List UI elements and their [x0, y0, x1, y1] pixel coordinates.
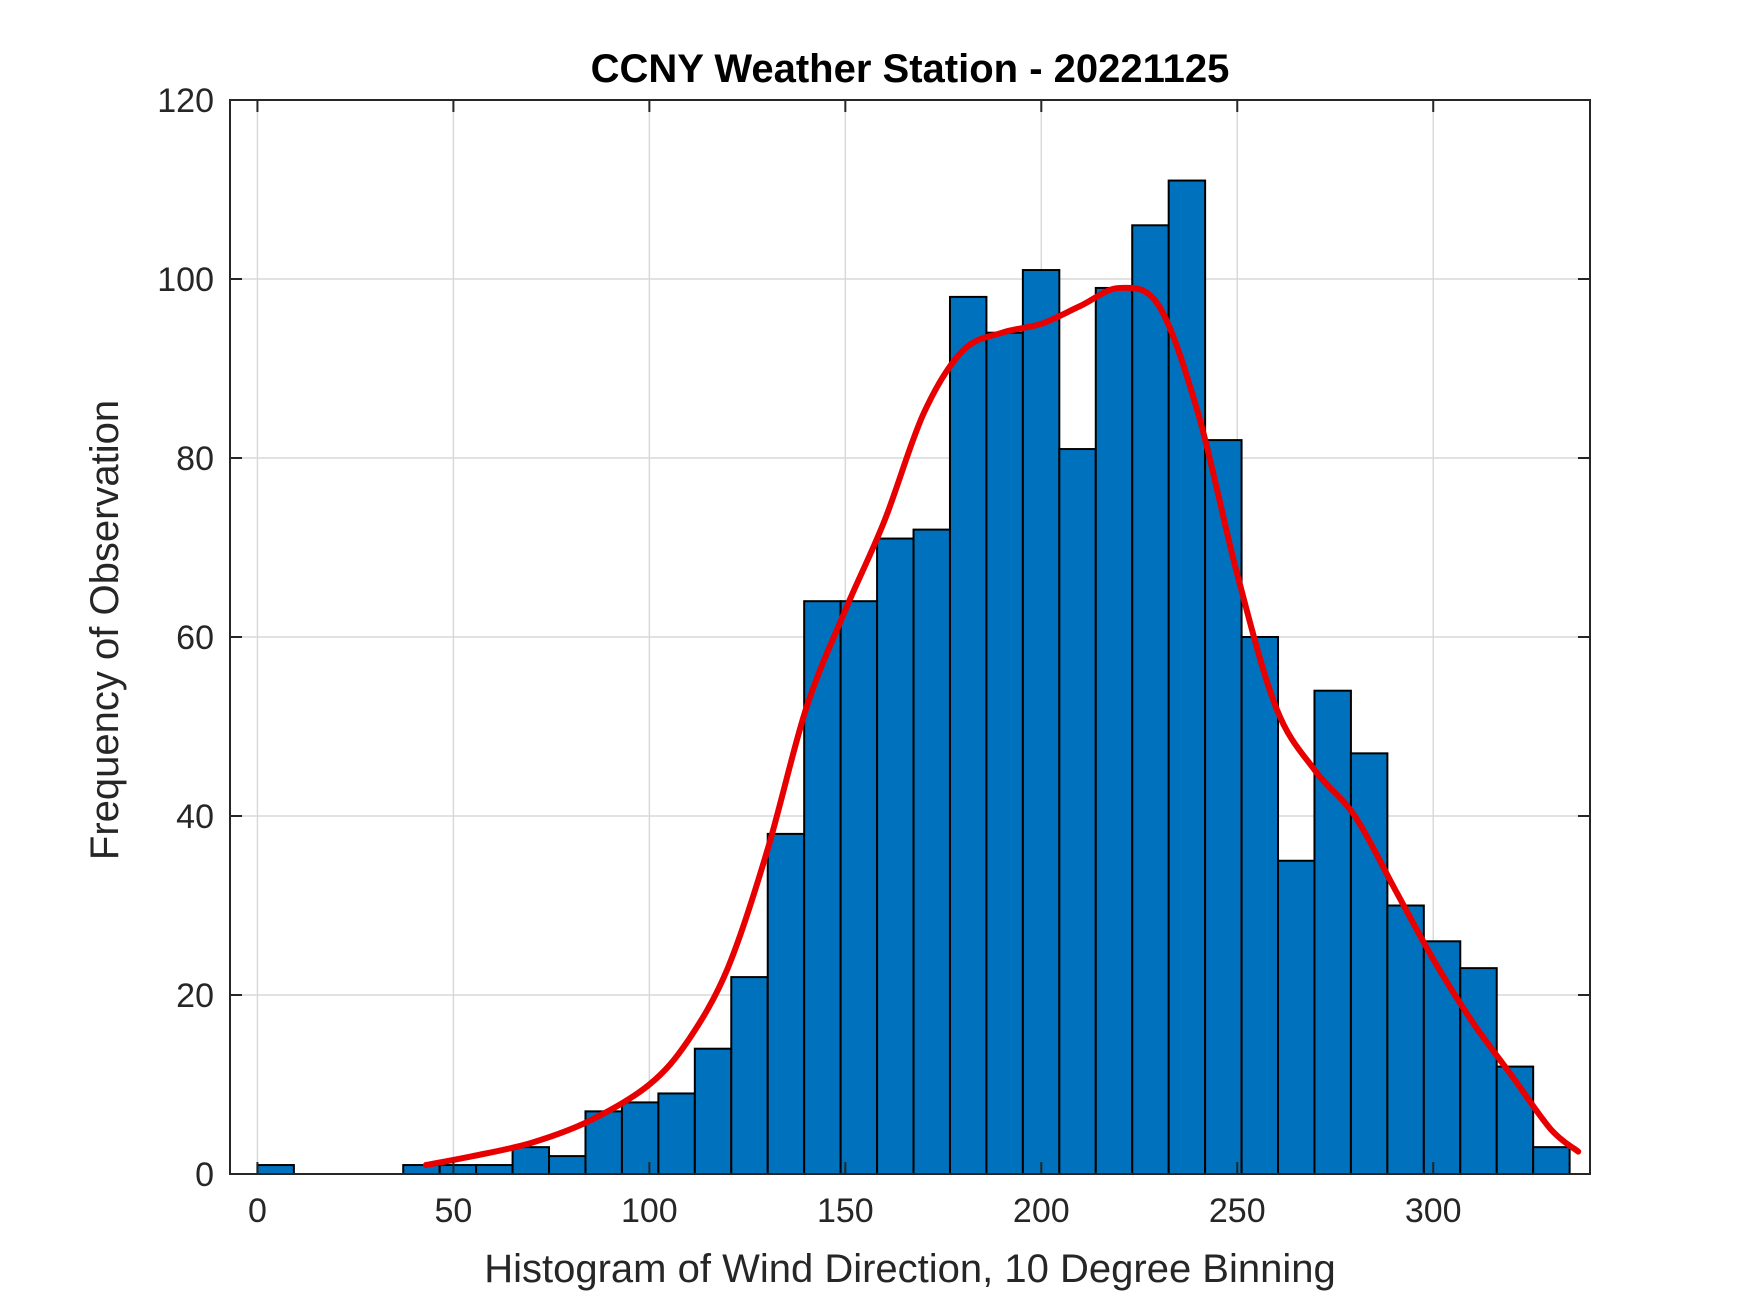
histogram-bar	[693, 1047, 733, 1175]
histogram-bar	[1459, 967, 1498, 1176]
histogram-bar	[1277, 859, 1316, 1175]
histogram-bar	[548, 1155, 587, 1175]
histogram-bar	[511, 1146, 551, 1176]
histogram-bar	[912, 528, 951, 1175]
histogram-bar	[1167, 179, 1207, 1176]
histogram-bar	[1313, 689, 1352, 1175]
y-tick-label: 60	[176, 619, 214, 657]
histogram-bar	[1204, 439, 1243, 1176]
y-tick-label: 80	[176, 440, 214, 478]
histogram-bar	[876, 537, 915, 1175]
histogram-bar	[1094, 286, 1134, 1175]
histogram-bar	[438, 1164, 478, 1176]
x-tick-label: 150	[817, 1192, 874, 1230]
x-tick-label: 100	[621, 1192, 678, 1230]
histogram-bar	[1386, 904, 1425, 1175]
plot-area: 0 50 100 150 200 250 300 0 20 40 60 80 100 120	[157, 82, 1591, 1230]
y-tick-label: 120	[157, 82, 214, 120]
histogram-bar	[1422, 940, 1462, 1175]
y-tick-label: 100	[157, 261, 214, 299]
histogram-bar	[475, 1164, 514, 1176]
y-axis-label: Frequency of Observation	[83, 400, 127, 860]
histogram-bar	[985, 331, 1024, 1175]
fit-curve-line	[423, 284, 1582, 1168]
x-tick-label: 250	[1209, 1192, 1266, 1230]
histogram-bar	[730, 976, 769, 1175]
x-tick-label: 300	[1405, 1192, 1462, 1230]
histogram-bar	[1058, 448, 1097, 1175]
y-tick-label: 0	[195, 1156, 214, 1194]
chart-title: CCNY Weather Station - 20221125	[591, 47, 1230, 91]
histogram-bar	[766, 832, 806, 1176]
histogram-bar	[803, 600, 842, 1175]
histogram-bar	[1240, 636, 1280, 1175]
x-tick-label: 50	[434, 1192, 472, 1230]
histogram-bar	[1532, 1146, 1571, 1176]
histogram-bar	[657, 1092, 696, 1175]
y-tick-label: 40	[176, 798, 214, 836]
histogram-bar	[620, 1101, 660, 1176]
y-tick-label: 20	[176, 977, 214, 1015]
histogram-bar	[839, 600, 879, 1175]
histogram-bar	[1131, 224, 1170, 1176]
histogram-bar	[256, 1164, 295, 1176]
histogram-bar	[948, 295, 988, 1175]
histogram-bar	[1021, 269, 1061, 1175]
x-tick-label: 200	[1013, 1192, 1070, 1230]
x-axis-label: Histogram of Wind Direction, 10 Degree B…	[484, 1247, 1336, 1291]
x-tick-label: 0	[248, 1192, 267, 1230]
